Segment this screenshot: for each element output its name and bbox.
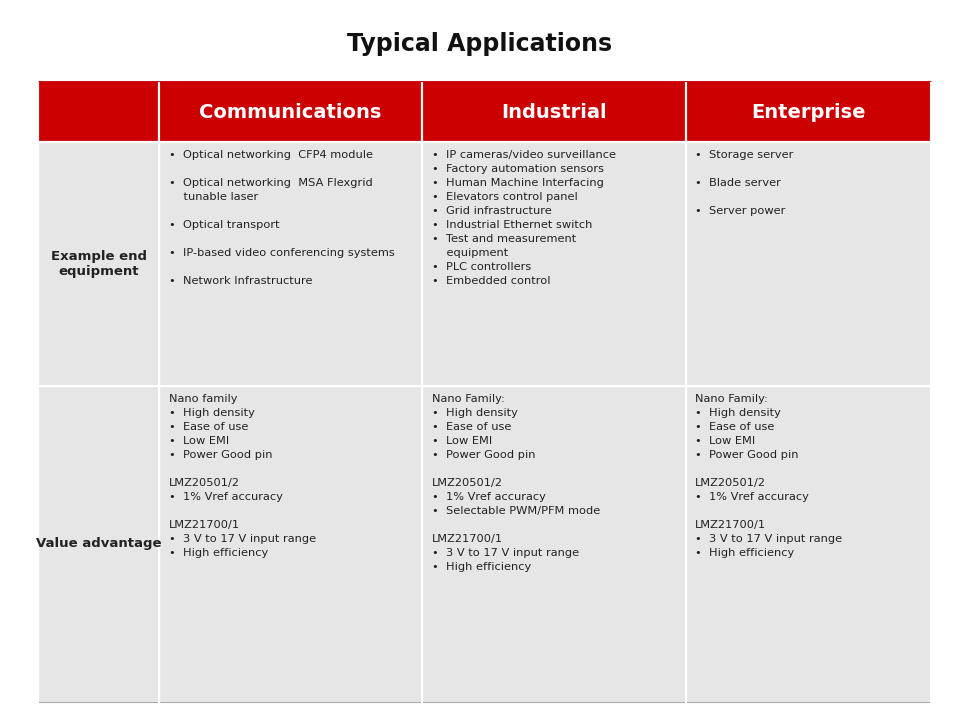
Text: Value advantage: Value advantage [36, 537, 161, 550]
Text: Industrial: Industrial [501, 103, 607, 122]
Bar [422, 142, 685, 385]
Bar [159, 385, 422, 702]
Text: Example end
equipment: Example end equipment [51, 250, 147, 278]
Text: Communications: Communications [200, 103, 382, 122]
Bar [159, 142, 422, 385]
Bar [38, 83, 159, 142]
Text: Enterprise: Enterprise [751, 103, 866, 122]
Text: Nano Family:
•  High density
•  Ease of use
•  Low EMI
•  Power Good pin

LMZ205: Nano Family: • High density • Ease of us… [695, 394, 843, 558]
Text: •  IP cameras/video surveillance
•  Factory automation sensors
•  Human Machine : • IP cameras/video surveillance • Factor… [432, 150, 616, 287]
Bar [38, 142, 159, 385]
Text: Nano Family:
•  High density
•  Ease of use
•  Low EMI
•  Power Good pin

LMZ205: Nano Family: • High density • Ease of us… [432, 394, 600, 572]
Bar [38, 385, 159, 702]
Bar [685, 142, 931, 385]
Text: •  Optical networking  CFP4 module

•  Optical networking  MSA Flexgrid
    tuna: • Optical networking CFP4 module • Optic… [169, 150, 395, 287]
Text: Typical Applications: Typical Applications [348, 32, 612, 56]
Text: Nano family
•  High density
•  Ease of use
•  Low EMI
•  Power Good pin

LMZ2050: Nano family • High density • Ease of use… [169, 394, 316, 558]
Bar [685, 83, 931, 142]
Bar [422, 385, 685, 702]
Bar [685, 385, 931, 702]
Bar [159, 83, 422, 142]
Bar [422, 83, 685, 142]
Text: •  Storage server

•  Blade server

•  Server power: • Storage server • Blade server • Server… [695, 150, 794, 217]
